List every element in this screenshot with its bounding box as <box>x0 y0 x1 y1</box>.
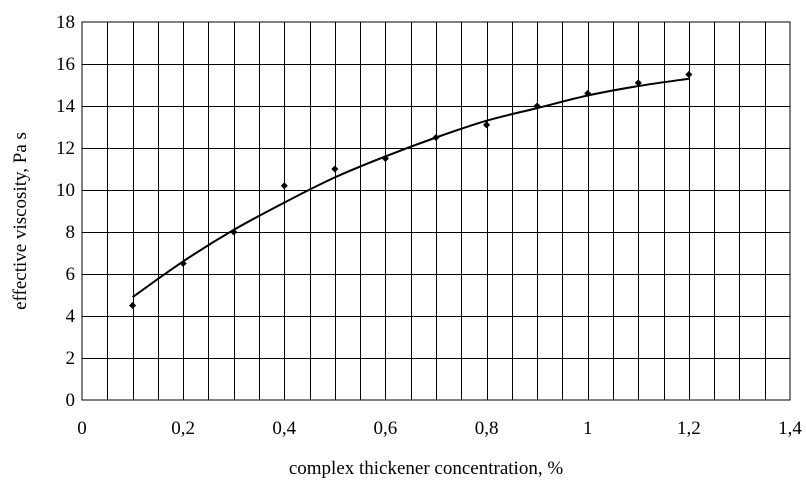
plot-frame <box>81 21 791 401</box>
y-tick-label: 16 <box>56 54 75 75</box>
x-axis-label: complex thickener concentration, % <box>289 458 564 479</box>
x-tick-label: 1,2 <box>677 418 701 439</box>
data-point <box>483 121 491 129</box>
y-tick-label: 18 <box>56 12 75 33</box>
data-point <box>381 154 389 163</box>
y-tick-label: 6 <box>66 264 76 285</box>
y-tick-labels: 0 2 4 6 8 10 12 14 16 18 <box>56 12 76 411</box>
x-tick-label: 0,4 <box>272 418 296 439</box>
data-point <box>533 102 541 110</box>
data-point <box>584 89 592 97</box>
x-tick-label: 0,2 <box>171 418 195 439</box>
data-point <box>129 301 137 310</box>
y-tick-label: 12 <box>56 138 75 159</box>
x-tick-labels: 0 0,2 0,4 0,6 0,8 1 1,2 1,4 <box>77 418 802 439</box>
horizontal-gridlines <box>82 64 790 359</box>
y-tick-label: 0 <box>66 390 76 411</box>
data-point <box>432 133 440 142</box>
data-points <box>129 70 693 310</box>
data-point <box>331 165 339 173</box>
y-tick-label: 10 <box>56 180 75 201</box>
vertical-gridlines <box>107 22 766 400</box>
y-tick-label: 2 <box>66 348 76 369</box>
data-point <box>179 259 187 268</box>
data-point <box>685 70 693 79</box>
trend-line <box>131 77 690 298</box>
data-point <box>280 182 288 190</box>
x-tick-label: 0,6 <box>374 418 398 439</box>
x-tick-label: 1 <box>583 418 593 439</box>
y-tick-label: 4 <box>66 306 76 327</box>
x-tick-label: 1,4 <box>778 418 802 439</box>
x-tick-label: 0,8 <box>475 418 499 439</box>
y-tick-label: 8 <box>66 222 76 243</box>
x-tick-label: 0 <box>77 418 87 439</box>
data-point <box>230 228 238 236</box>
data-point <box>634 79 642 87</box>
y-tick-label: 14 <box>56 96 76 117</box>
y-axis-label: effective viscosity, Pa s <box>10 132 31 310</box>
